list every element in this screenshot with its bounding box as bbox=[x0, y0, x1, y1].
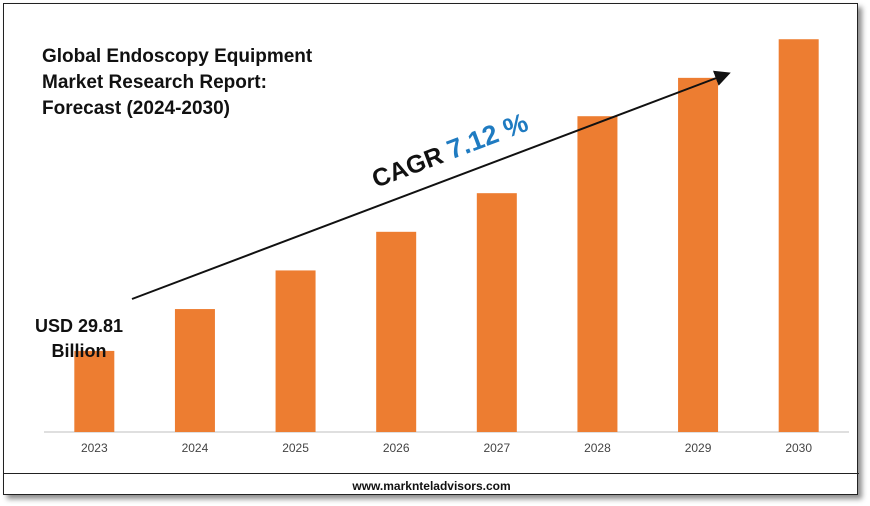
cagr-annotation: CAGR 7.12 % bbox=[368, 107, 533, 193]
chart-area: 2023 2024 2025 2026 2027 2028 2029 2030 CAGR 7.1… bbox=[4, 4, 859, 474]
x-tick-label-2030: 2030 bbox=[785, 441, 812, 455]
cagr-text: CAGR 7.12 % bbox=[368, 107, 533, 193]
bar-2029 bbox=[678, 77, 719, 432]
start-value-line-2: Billion bbox=[51, 341, 107, 361]
growth-arrow bbox=[131, 70, 731, 300]
cagr-value: 7.12 % bbox=[443, 107, 532, 165]
x-tick-label-2026: 2026 bbox=[383, 441, 410, 455]
start-value-line-1: USD 29.81 bbox=[34, 316, 124, 336]
chart-title: Global Endoscopy Equipment Market Resear… bbox=[42, 44, 312, 122]
chart-frame: 2023 2024 2025 2026 2027 2028 2029 2030 CAGR 7.1… bbox=[3, 3, 859, 495]
x-tick-label-2023: 2023 bbox=[81, 441, 108, 455]
bar-2028 bbox=[577, 116, 618, 432]
x-tick-label-2029: 2029 bbox=[685, 441, 712, 455]
x-tick-label-2027: 2027 bbox=[483, 441, 510, 455]
chart-title-line-3: Forecast (2024-2030) bbox=[42, 98, 230, 119]
x-tick-label-2024: 2024 bbox=[182, 441, 209, 455]
website-footer: www.marknteladvisors.com bbox=[352, 479, 511, 493]
start-value-label: USD 29.81 Billion bbox=[14, 314, 144, 364]
bar-2024 bbox=[174, 309, 215, 432]
x-tick-label-2028: 2028 bbox=[584, 441, 611, 455]
bar-2025 bbox=[275, 270, 316, 432]
cagr-label: CAGR bbox=[368, 139, 453, 194]
x-tick-label-2025: 2025 bbox=[282, 441, 309, 455]
bar-2023 bbox=[74, 350, 115, 432]
chart-title-line-1: Global Endoscopy Equipment bbox=[42, 46, 313, 67]
bar-chart: 2023 2024 2025 2026 2027 2028 2029 2030 CAGR 7.1… bbox=[44, 39, 849, 455]
bar-2030 bbox=[778, 39, 819, 433]
chart-title-line-2: Market Research Report: bbox=[42, 72, 267, 93]
bar-2026 bbox=[376, 231, 417, 432]
bar-2027 bbox=[476, 193, 517, 432]
